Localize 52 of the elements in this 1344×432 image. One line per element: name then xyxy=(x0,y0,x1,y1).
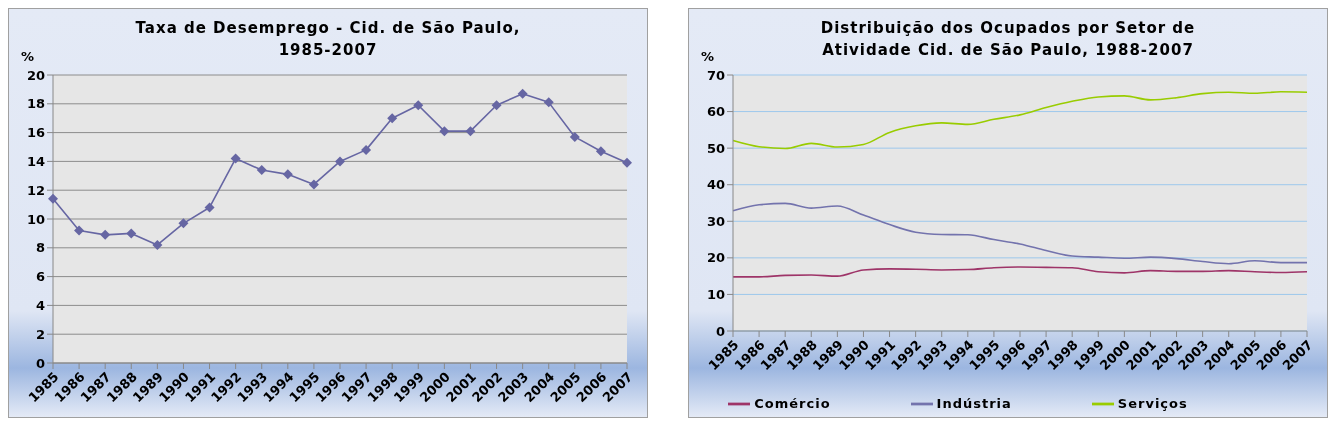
point xyxy=(48,193,58,204)
point xyxy=(387,113,398,124)
y-tick-label: 20 xyxy=(706,250,725,266)
line-series xyxy=(732,202,1308,265)
y-tick-label: 18 xyxy=(26,96,45,112)
y-axis-title: % xyxy=(701,49,715,64)
point xyxy=(282,169,293,180)
chart-title: Taxa de Desemprego - Cid. de São Paulo, 1985-2007 xyxy=(135,19,521,59)
y-tick-label: 60 xyxy=(706,104,725,120)
point xyxy=(204,202,215,213)
y-tick-label: 10 xyxy=(26,211,45,227)
y-tick-label: 10 xyxy=(706,287,725,303)
legend-label: Comércio xyxy=(754,395,831,411)
point xyxy=(491,100,502,111)
chart-title: Distribuição dos Ocupados por Setor de Atividade Cid. de São Paulo, 1988-2007 xyxy=(820,19,1196,59)
y-tick-label: 12 xyxy=(26,182,45,198)
point xyxy=(439,126,450,137)
y-tick-label: 30 xyxy=(706,213,725,229)
point xyxy=(335,156,345,167)
point xyxy=(178,218,189,229)
legend-label: Serviços xyxy=(1117,395,1188,411)
line-series xyxy=(732,91,1308,150)
y-tick-label: 0 xyxy=(715,323,725,339)
y-axis-title: % xyxy=(21,49,35,64)
point xyxy=(543,97,554,108)
y-tick-label: 70 xyxy=(706,67,725,83)
point xyxy=(256,165,267,176)
legend-label: Indústria xyxy=(936,395,1012,411)
y-tick-label: 2 xyxy=(35,326,45,342)
point xyxy=(152,239,163,250)
point xyxy=(622,157,632,168)
y-tick-label: 6 xyxy=(35,269,45,285)
y-tick-label: 8 xyxy=(35,240,45,256)
line-series xyxy=(732,266,1308,278)
point xyxy=(465,126,476,137)
point xyxy=(569,131,580,142)
point xyxy=(126,228,137,239)
point xyxy=(74,225,85,236)
y-tick-label: 40 xyxy=(706,177,725,193)
point xyxy=(517,88,528,99)
y-tick-label: 50 xyxy=(706,140,725,156)
point xyxy=(413,100,424,111)
y-tick-label: 14 xyxy=(26,154,45,170)
point xyxy=(308,179,319,190)
point xyxy=(100,229,111,240)
y-tick-label: 16 xyxy=(26,125,45,141)
point xyxy=(361,144,372,155)
point xyxy=(230,153,241,164)
y-tick-label: 4 xyxy=(35,298,45,314)
point xyxy=(595,146,606,157)
y-tick-label: 0 xyxy=(35,355,45,371)
y-tick-label: 20 xyxy=(26,67,45,83)
